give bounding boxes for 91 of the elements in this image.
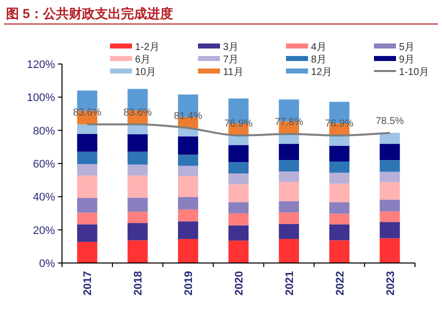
bar (278, 212, 300, 224)
bar (77, 124, 98, 134)
legend-label: 11月 (223, 67, 244, 78)
x-tick-label: 2023 (384, 271, 397, 296)
bar (380, 160, 400, 172)
bar (128, 223, 148, 240)
bar (228, 162, 249, 174)
legend-label: 6月 (135, 54, 151, 66)
bar (380, 144, 400, 160)
data-label: 81.4% (174, 111, 202, 122)
x-tick-label: 2018 (132, 271, 145, 296)
bar (380, 238, 400, 263)
bar (380, 211, 400, 222)
bar (128, 134, 148, 152)
bar (228, 225, 249, 241)
bar (178, 136, 198, 155)
bar (178, 154, 198, 166)
x-tick-label: 2020 (234, 271, 246, 296)
bar (77, 175, 98, 198)
data-label: 76.9% (325, 118, 354, 130)
bar (329, 172, 350, 184)
bar (128, 240, 148, 263)
legend-label: 4月 (311, 42, 327, 53)
bar (77, 198, 98, 213)
bar (278, 238, 300, 263)
bar (278, 201, 300, 212)
data-label: 78.5% (376, 116, 404, 127)
bar (178, 238, 198, 263)
bar (77, 212, 98, 224)
bar (77, 164, 98, 176)
legend-label: 10月 (135, 67, 156, 78)
x-tick-label: 2022 (334, 271, 346, 296)
bar (178, 176, 198, 197)
y-tick-label: 80% (32, 125, 56, 138)
x-tick-label: 2019 (183, 271, 196, 296)
bar (329, 240, 350, 263)
bar (128, 175, 148, 198)
y-tick-label: 60% (32, 158, 56, 170)
bar (77, 224, 98, 242)
bar (380, 222, 400, 238)
legend-label: 5月 (399, 42, 415, 53)
bar (329, 162, 350, 173)
bar (380, 200, 400, 212)
legend-label: 9月 (399, 54, 415, 66)
bar (380, 182, 400, 200)
bar (128, 88, 148, 110)
legend-label: 8月 (311, 54, 327, 66)
bar (329, 184, 350, 202)
y-tick-label: 0% (39, 258, 56, 270)
bar (77, 152, 98, 164)
chart-title: 图 5：公共财政支出完成进度 (6, 6, 173, 21)
bar (329, 202, 350, 214)
y-tick-label: 40% (32, 192, 56, 204)
bar (178, 166, 198, 176)
bar (329, 214, 350, 224)
bar (228, 202, 249, 214)
x-tick-label: 2021 (284, 271, 296, 296)
bar (228, 240, 249, 263)
bar (228, 184, 249, 202)
bar (228, 173, 249, 184)
bar (178, 221, 198, 239)
bar (128, 212, 148, 224)
bar (278, 144, 300, 160)
bar (128, 164, 148, 176)
legend-label: 12月 (311, 67, 332, 78)
legend-label: 1-2月 (135, 42, 160, 53)
y-tick-label: 100% (26, 92, 56, 104)
bar (278, 171, 300, 182)
bar (278, 182, 300, 202)
y-tick-label: 120% (26, 59, 56, 71)
bar (278, 160, 300, 172)
bar (380, 172, 400, 182)
bar (128, 198, 148, 212)
bar (329, 135, 350, 146)
x-tick-label: 2017 (82, 271, 94, 296)
legend-label: 7月 (223, 54, 239, 66)
bar (77, 242, 98, 263)
legend-label: 1-10月 (399, 67, 430, 78)
bar (380, 132, 400, 144)
bar (329, 146, 350, 162)
bar (128, 152, 148, 164)
bar (329, 224, 350, 240)
bar (77, 134, 98, 152)
bar (278, 224, 300, 239)
y-tick-label: 20% (32, 224, 56, 237)
bar (228, 213, 249, 226)
data-label: 76.9% (224, 118, 253, 130)
bar (178, 197, 198, 210)
bar (178, 209, 198, 222)
legend-label: 3月 (223, 42, 239, 53)
bar (228, 145, 249, 162)
